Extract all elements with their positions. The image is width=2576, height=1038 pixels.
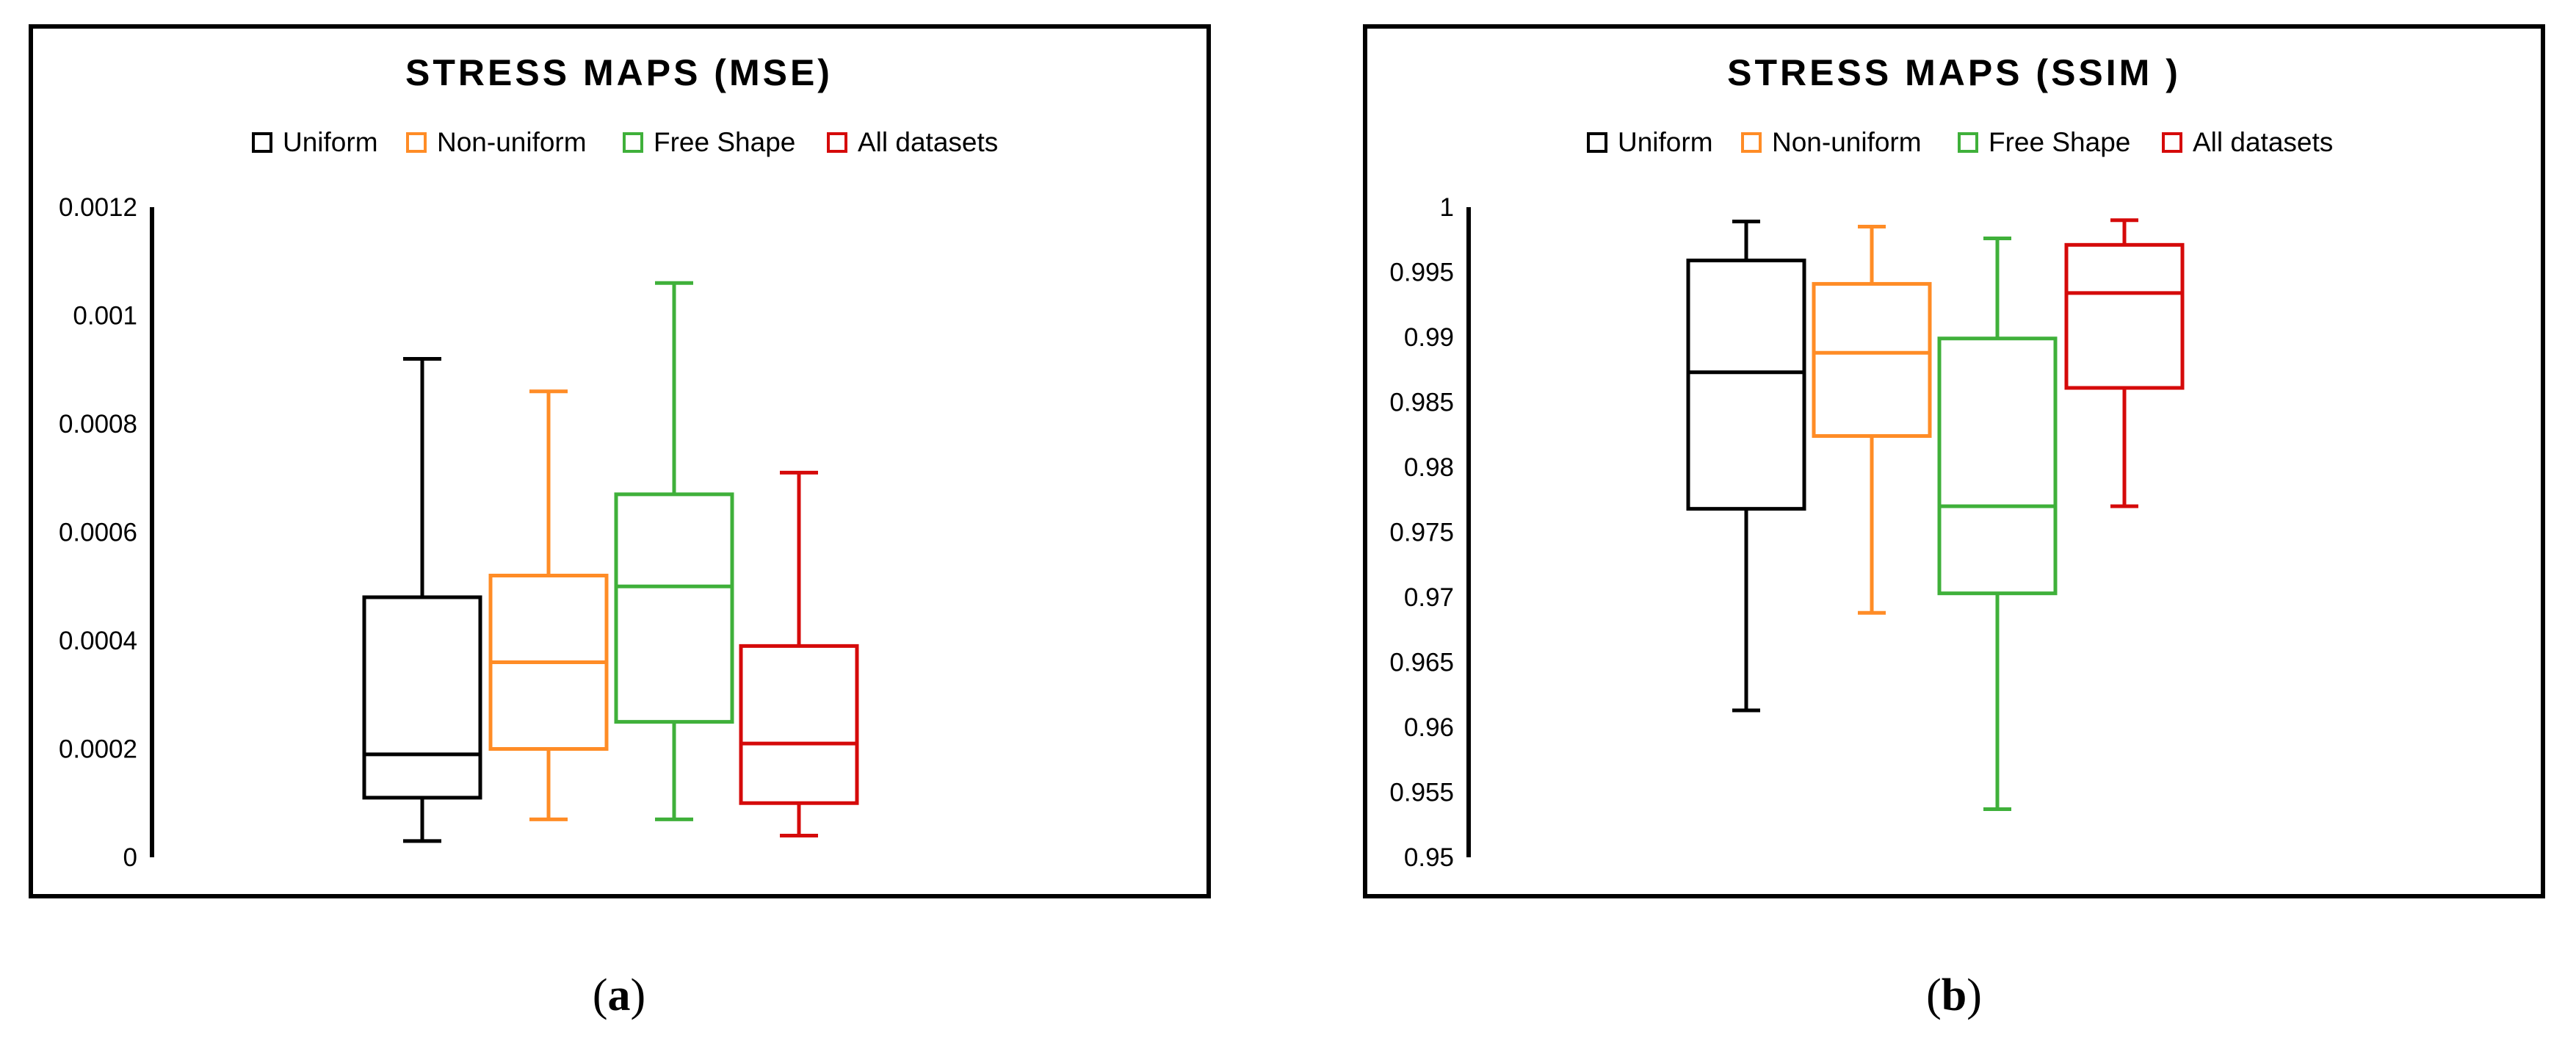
caption-open-paren: (: [593, 970, 608, 1020]
caption-close-paren: ): [1967, 970, 1982, 1020]
panel-caption: (a): [593, 970, 645, 1020]
box-1: [488, 389, 609, 821]
legend-swatch-1: [1741, 132, 1762, 153]
legend-label-1: Non-uniform: [1772, 127, 1922, 157]
iqr-box: [739, 644, 859, 805]
y-tick-label: 0: [123, 843, 137, 872]
legend-swatch-2: [623, 132, 643, 153]
legend-label-0: Uniform: [1618, 127, 1713, 157]
y-tick-label: 0.955: [1389, 779, 1454, 807]
y-tick-label: 0.985: [1389, 389, 1454, 417]
caption-open-paren: (: [1926, 970, 1942, 1020]
y-tick-label: 0.97: [1404, 583, 1454, 612]
box-1: [1812, 225, 1932, 615]
y-tick-label: 0.001: [73, 302, 137, 331]
chart-0: STRESS MAPS (MSE) Uniform Non-uniform Free …: [29, 24, 1211, 898]
panel-caption: (b): [1926, 970, 1982, 1020]
chart-frame: [29, 24, 1211, 898]
y-tick-label: 0.0002: [59, 735, 137, 764]
y-tick-label: 0.0006: [59, 519, 137, 547]
legend-label-1: Non-uniform: [437, 127, 587, 157]
box-2: [1937, 236, 2058, 812]
chart-title: STRESS MAPS (MSE): [405, 52, 833, 93]
chart-title: STRESS MAPS (SSIM ): [1727, 52, 2181, 93]
caption-letter: a: [608, 970, 631, 1020]
y-tick-label: 0.0012: [59, 193, 137, 222]
box-3: [2064, 218, 2185, 508]
y-tick-label: 0.995: [1389, 259, 1454, 287]
iqr-box: [614, 492, 734, 724]
iqr-box: [1937, 336, 2058, 596]
box-0: [1686, 219, 1806, 713]
legend-swatch-2: [1958, 132, 1978, 153]
legend-label-3: All datasets: [2193, 127, 2333, 157]
legend-swatch-3: [2162, 132, 2182, 153]
y-tick-label: 0.96: [1404, 713, 1454, 742]
iqr-box: [1812, 281, 1932, 439]
y-tick-label: 1: [1440, 193, 1454, 222]
y-tick-label: 0.98: [1404, 453, 1454, 482]
legend-swatch-3: [827, 132, 847, 153]
legend-swatch-1: [406, 132, 427, 153]
legend-swatch-0: [252, 132, 272, 153]
caption-close-paren: ): [631, 970, 646, 1020]
chart-frame: [1363, 24, 2545, 898]
iqr-box: [2064, 242, 2185, 390]
box-0: [362, 357, 482, 843]
y-tick-label: 0.975: [1389, 519, 1454, 547]
chart-1: STRESS MAPS (SSIM ) Uniform Non-uniform Fre…: [1363, 24, 2545, 898]
box-2: [614, 281, 734, 821]
box-3: [739, 470, 859, 837]
iqr-box: [1686, 259, 1806, 511]
legend-swatch-0: [1587, 132, 1607, 153]
y-tick-label: 0.0008: [59, 410, 137, 439]
legend-label-3: All datasets: [858, 127, 998, 157]
y-tick-label: 0.99: [1404, 323, 1454, 352]
y-tick-label: 0.0004: [59, 627, 137, 655]
legend-label-0: Uniform: [283, 127, 378, 157]
caption-letter: b: [1942, 970, 1967, 1020]
y-tick-label: 0.95: [1404, 843, 1454, 872]
iqr-box: [362, 595, 482, 800]
legend-label-2: Free Shape: [1989, 127, 2130, 157]
y-tick-label: 0.965: [1389, 649, 1454, 677]
legend-label-2: Free Shape: [654, 127, 795, 157]
